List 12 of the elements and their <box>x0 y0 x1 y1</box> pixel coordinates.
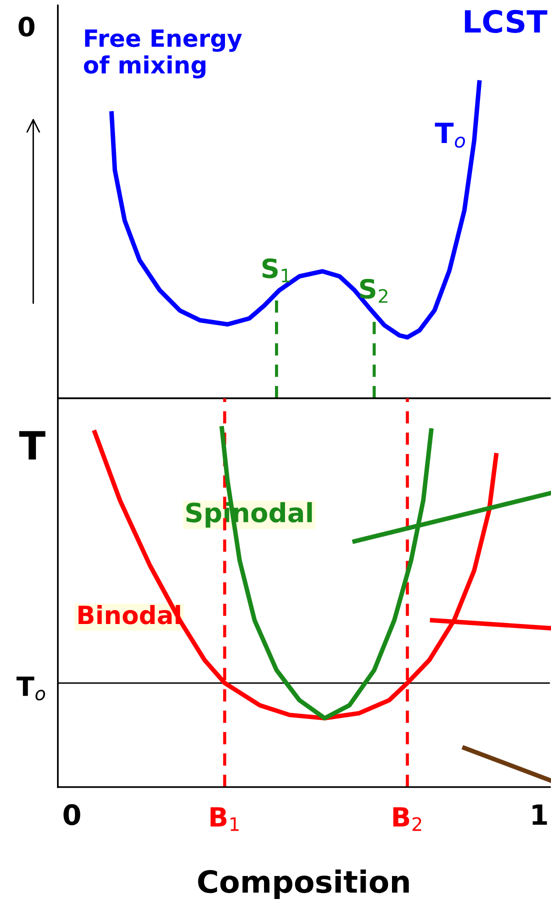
ref-line-label: B$_{1}$ <box>210 807 239 831</box>
ref-line-label: T$_{o}$ <box>16 676 46 700</box>
series-label: Free Energy of mixing <box>84 30 242 78</box>
text: 0 <box>18 16 34 37</box>
y-axis-title: T <box>19 431 46 460</box>
ref-line-label: B$_{2}$ <box>393 807 422 831</box>
chart-title: LCST <box>464 10 548 33</box>
ref-line-label: S$_{2}$ <box>360 278 388 303</box>
annotation: T$_{o}$ <box>434 122 465 148</box>
x-axis-title: Composition <box>198 869 409 900</box>
ref-line-label: S$_{1}$ <box>262 258 290 282</box>
x-tick-label: 1 <box>532 804 547 825</box>
